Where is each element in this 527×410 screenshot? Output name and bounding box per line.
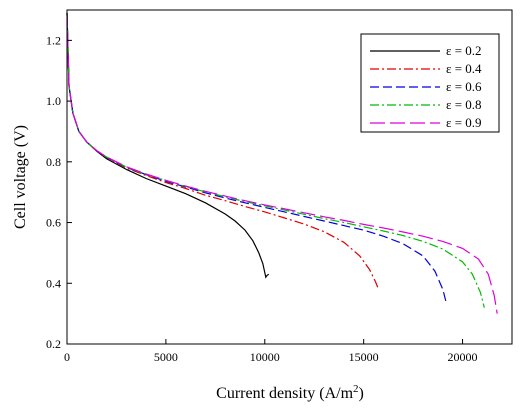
series-line-2 bbox=[66, 12, 380, 290]
y-tick-label: 0.4 bbox=[46, 276, 61, 290]
x-axis-label: Current density (A/m2) bbox=[216, 383, 364, 402]
series-line-3 bbox=[66, 12, 448, 305]
series-line-4 bbox=[66, 12, 485, 308]
legend-label-3: ε = 0.6 bbox=[446, 79, 482, 94]
plot-frame bbox=[66, 9, 513, 345]
x-tick-label: 10000 bbox=[250, 350, 280, 364]
x-tick-label: 0 bbox=[64, 350, 70, 364]
y-tick-label: 1.2 bbox=[46, 33, 61, 47]
legend-box bbox=[360, 33, 500, 133]
x-tick-label: 5000 bbox=[154, 350, 178, 364]
y-tick-label: 0.8 bbox=[46, 155, 61, 169]
y-tick-label: 0.2 bbox=[46, 337, 61, 351]
legend: ε = 0.2 ε = 0.4 ε = 0.6 ε = 0.8 ε = 0.9 bbox=[360, 33, 500, 133]
y-axis: 0.2 0.4 0.6 0.8 1.0 1.2 bbox=[46, 33, 72, 351]
y-tick-label: 1.0 bbox=[46, 94, 61, 108]
legend-label-4: ε = 0.8 bbox=[446, 97, 482, 112]
y-axis-label: Cell voltage (V) bbox=[12, 125, 29, 229]
series-line-5 bbox=[66, 12, 498, 314]
series-line-1 bbox=[66, 12, 270, 279]
x-tick-label: 15000 bbox=[349, 350, 379, 364]
y-tick-label: 0.6 bbox=[46, 216, 61, 230]
legend-label-2: ε = 0.4 bbox=[446, 61, 482, 76]
plot-lines bbox=[66, 12, 498, 314]
legend-label-1: ε = 0.2 bbox=[446, 43, 482, 58]
legend-label-5: ε = 0.9 bbox=[446, 115, 482, 130]
x-axis: 0 5000 10000 15000 20000 bbox=[64, 339, 478, 364]
x-tick-label: 20000 bbox=[448, 350, 478, 364]
